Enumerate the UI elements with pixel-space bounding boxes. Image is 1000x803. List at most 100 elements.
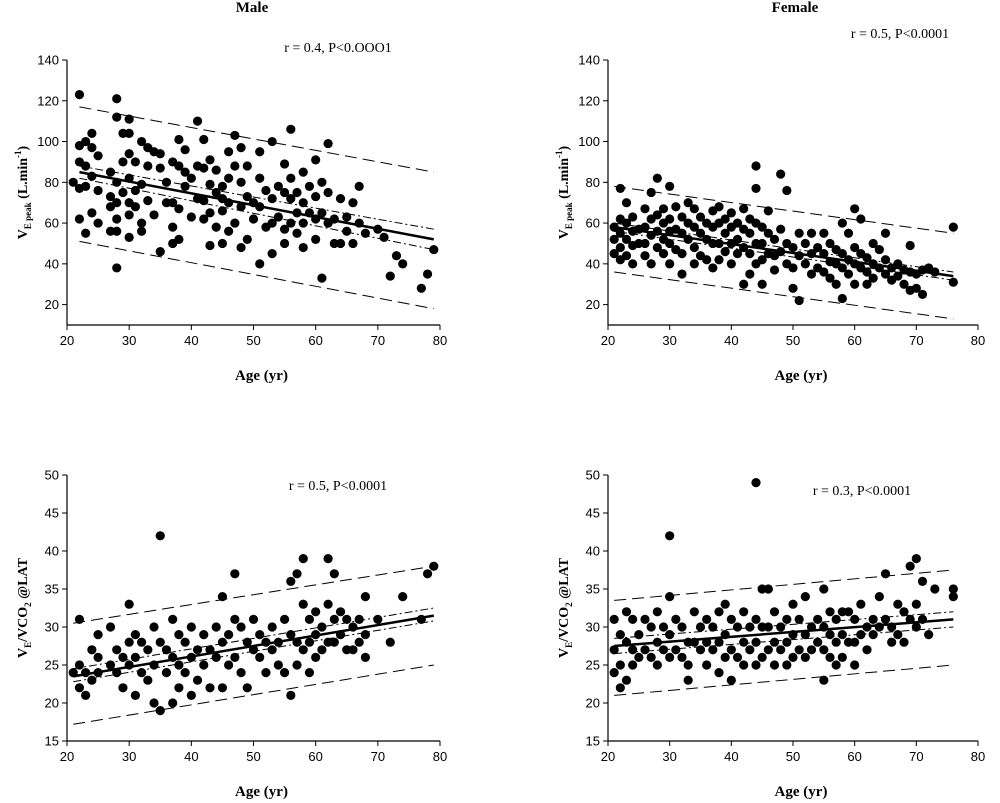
data-point	[856, 599, 866, 609]
data-point	[298, 218, 308, 228]
data-point	[813, 242, 823, 253]
data-point	[615, 183, 625, 194]
data-point	[298, 554, 308, 564]
data-point	[868, 273, 878, 283]
x-tick-label: 80	[971, 749, 985, 764]
x-tick-label: 50	[246, 333, 260, 348]
y-tick-label: 140	[37, 53, 59, 68]
data-point	[112, 263, 122, 273]
data-point	[224, 173, 234, 183]
data-point	[652, 637, 662, 647]
data-point	[292, 187, 302, 198]
stat-annotation: r = 0.5, P<0.0001	[851, 27, 949, 42]
data-point	[751, 637, 761, 647]
data-point	[373, 614, 383, 625]
data-point	[671, 645, 681, 655]
data-point	[671, 614, 681, 625]
data-point	[757, 238, 767, 249]
data-point	[217, 683, 228, 693]
data-point	[199, 134, 209, 145]
data-point	[224, 147, 234, 157]
y-tick-label: 50	[586, 468, 600, 483]
data-point	[745, 645, 755, 655]
data-point	[236, 143, 246, 153]
y-tick-label: 40	[45, 544, 59, 559]
data-point	[732, 652, 743, 663]
data-point	[112, 198, 122, 208]
data-point	[732, 234, 743, 244]
data-point	[819, 622, 829, 632]
data-point	[174, 660, 184, 670]
y-tick-label: 50	[45, 468, 59, 483]
data-point	[93, 668, 103, 678]
data-point	[317, 645, 327, 655]
data-point	[267, 194, 277, 204]
data-point	[720, 630, 730, 640]
data-point	[880, 255, 891, 265]
data-point	[652, 607, 662, 617]
data-point	[87, 128, 97, 138]
data-point	[105, 167, 116, 177]
data-point	[230, 130, 240, 141]
data-point	[149, 622, 159, 632]
data-point	[615, 660, 625, 670]
data-point	[652, 660, 662, 670]
data-point	[856, 630, 866, 640]
data-point	[112, 645, 122, 655]
data-point	[273, 181, 283, 191]
data-point	[794, 295, 804, 306]
data-point	[304, 668, 315, 678]
data-point	[911, 599, 921, 609]
data-point	[800, 652, 810, 663]
data-point	[199, 214, 209, 224]
data-point	[689, 204, 699, 214]
data-point	[726, 208, 736, 218]
data-point	[899, 279, 909, 289]
y-label-part: 2	[564, 602, 574, 607]
data-point	[739, 637, 749, 647]
data-point	[658, 622, 669, 632]
data-point	[180, 637, 190, 647]
data-point	[230, 652, 240, 663]
data-point	[267, 218, 277, 228]
x-axis-label: Age (yr)	[235, 784, 288, 800]
data-point	[825, 630, 835, 640]
data-point	[360, 592, 370, 602]
data-point	[224, 198, 234, 208]
y-tick-label: 20	[45, 696, 59, 711]
data-point	[862, 279, 872, 289]
data-point	[112, 94, 122, 104]
y-tick-label: 25	[586, 658, 600, 673]
data-point	[137, 136, 147, 147]
data-point	[242, 161, 252, 171]
data-point	[168, 198, 178, 208]
data-point	[776, 645, 786, 655]
data-point	[205, 179, 215, 189]
data-point	[286, 630, 296, 640]
data-point	[868, 630, 878, 640]
data-point	[360, 630, 370, 640]
data-point	[874, 244, 884, 255]
data-point	[118, 652, 128, 663]
data-point	[422, 269, 433, 279]
data-point	[143, 645, 153, 655]
data-point	[217, 206, 228, 216]
data-point	[174, 630, 184, 640]
x-tick-label: 40	[724, 333, 738, 348]
data-point	[739, 204, 749, 214]
data-point	[199, 630, 209, 640]
data-point	[776, 247, 786, 257]
data-point	[726, 675, 736, 685]
data-point	[720, 652, 730, 663]
data-point	[342, 212, 352, 222]
data-point	[87, 645, 97, 655]
y-label-part: E	[564, 642, 574, 648]
data-point	[899, 637, 909, 647]
data-point	[68, 668, 78, 678]
prediction-interval-lower	[73, 664, 434, 725]
data-point	[714, 202, 724, 212]
data-point	[689, 222, 699, 232]
y-label-part: -1	[13, 150, 23, 158]
y-label-part: (L.min	[16, 158, 31, 203]
data-point	[186, 652, 196, 663]
